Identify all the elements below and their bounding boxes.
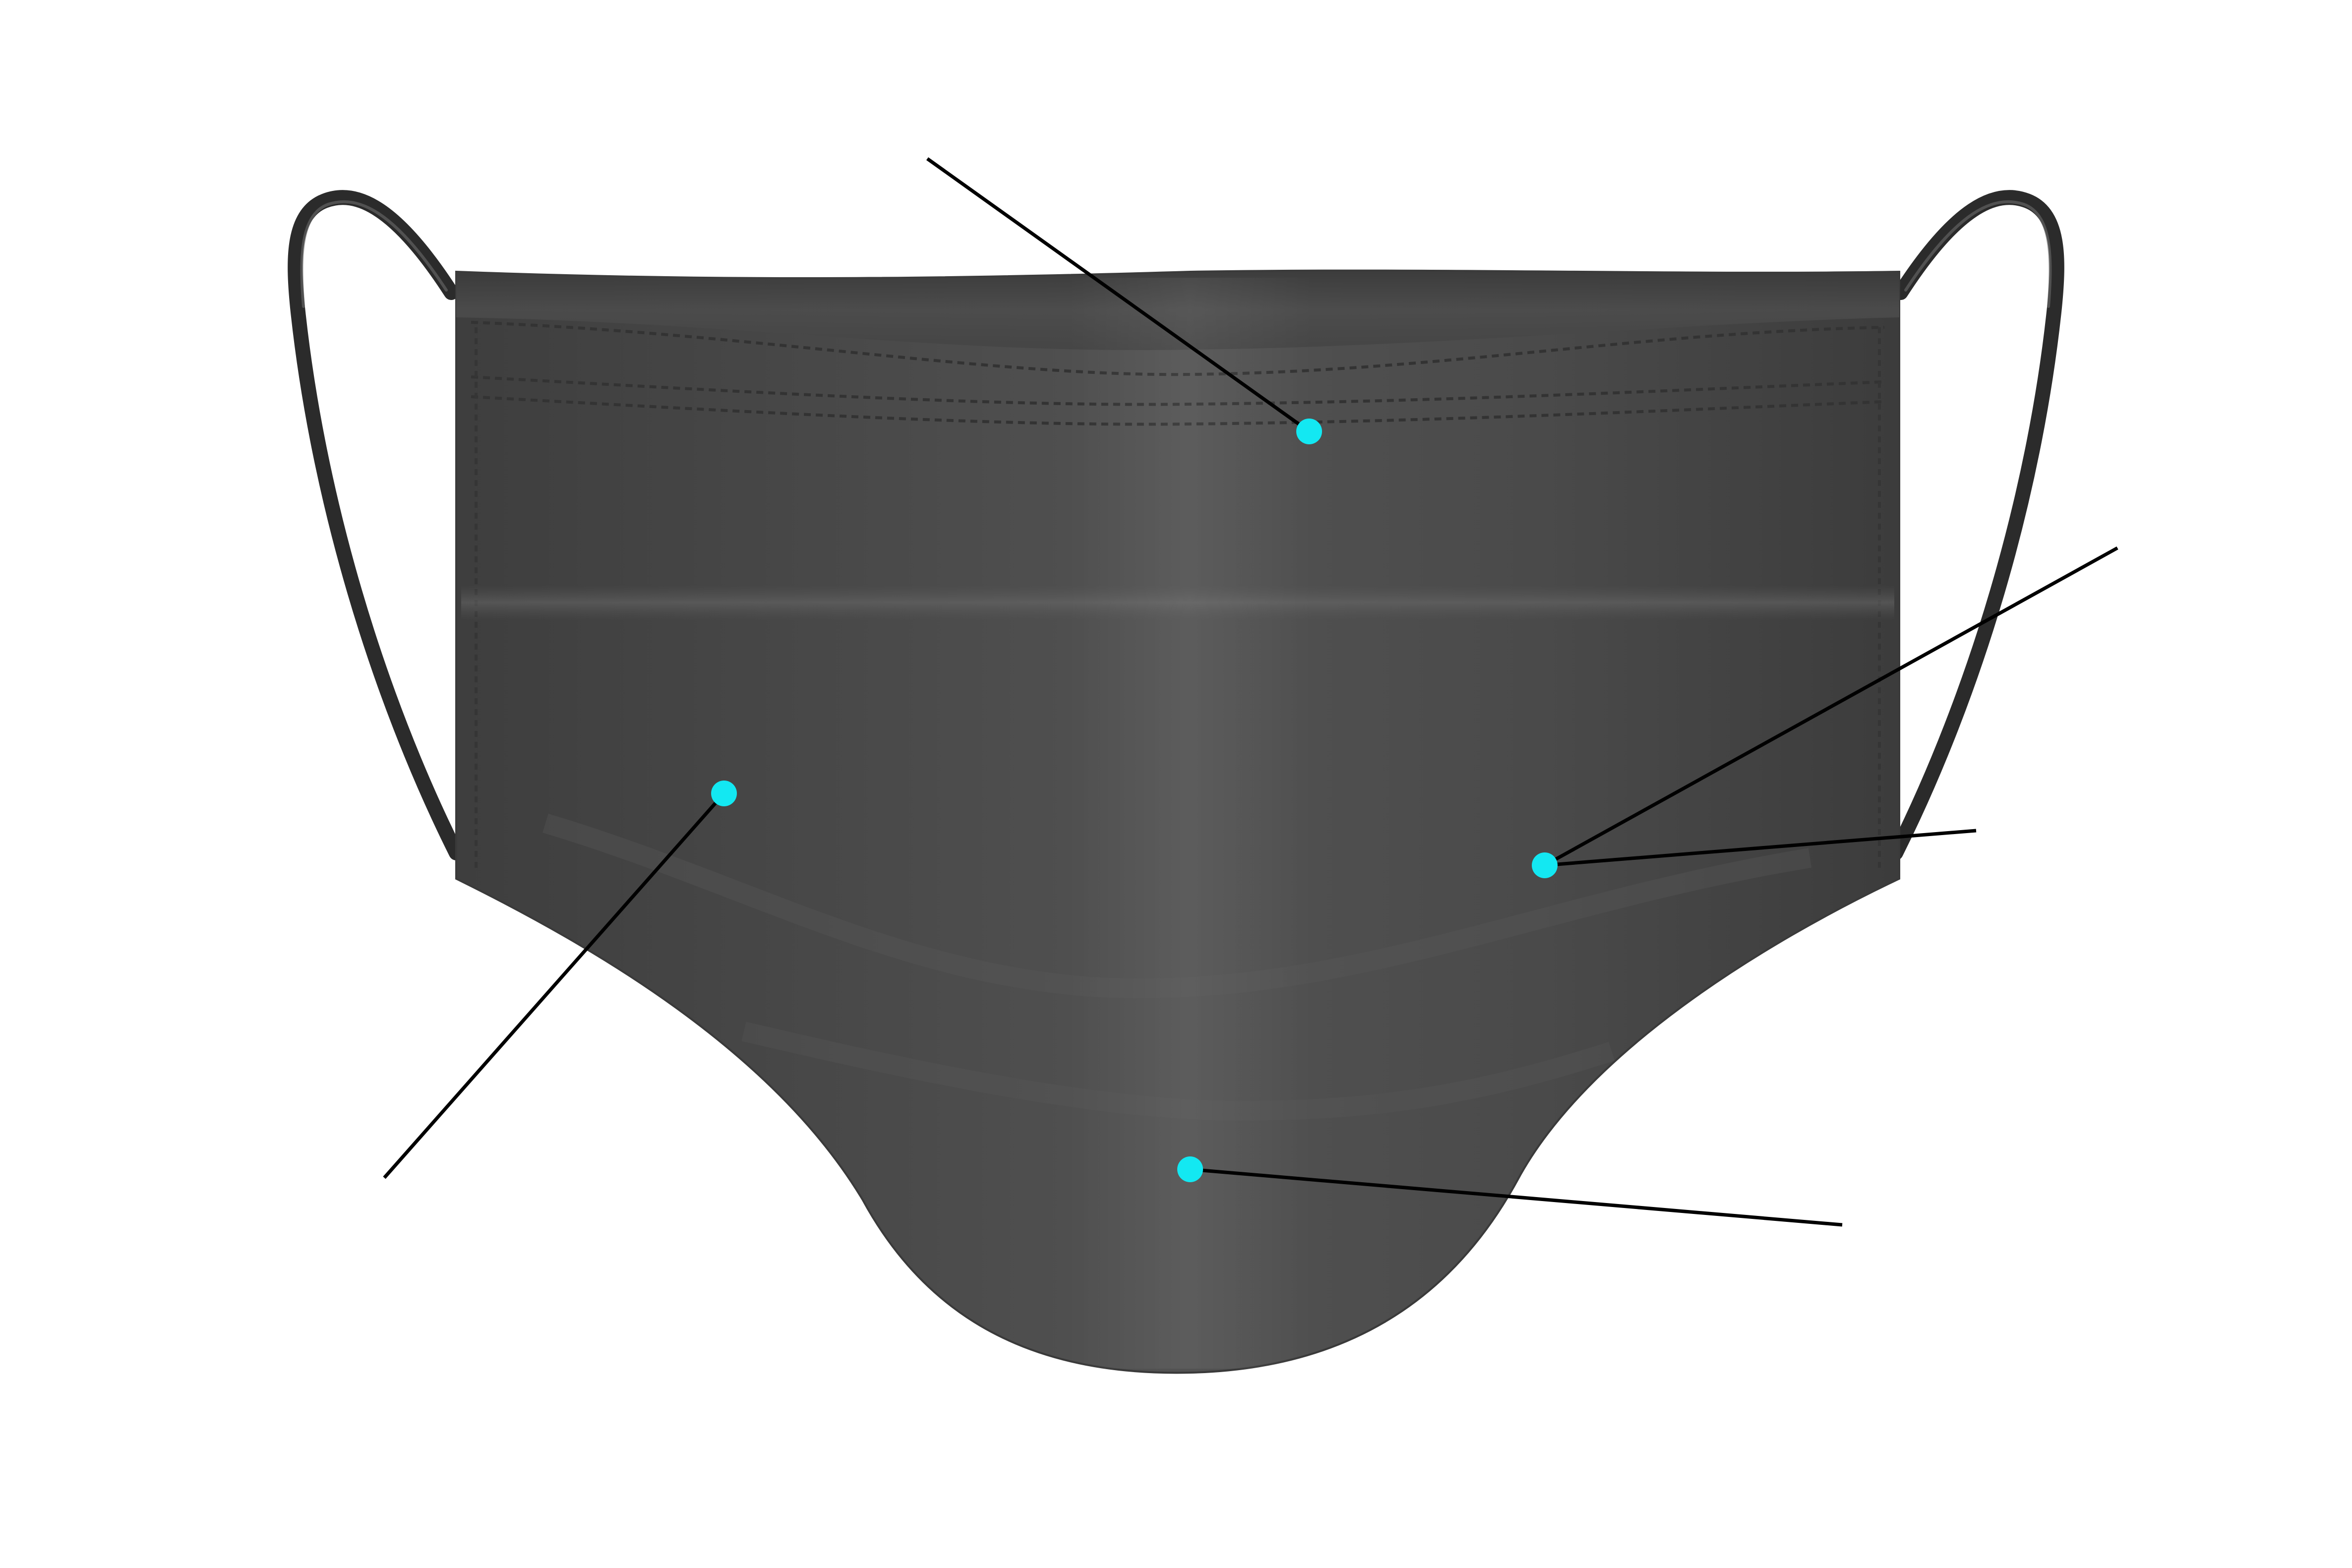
leader-line-right-panel-b (1544, 829, 1977, 867)
mask-body (455, 269, 1900, 1374)
ear-loop-left (288, 190, 464, 860)
marker-right-panel (1532, 852, 1558, 878)
callout-markers (711, 419, 1558, 1182)
leader-line-left-panel (383, 792, 725, 1179)
marker-chin (1177, 1156, 1203, 1182)
marker-left-panel (711, 781, 737, 806)
leader-line-top-center (926, 157, 1311, 433)
leader-lines (383, 157, 2118, 1227)
leader-line-right-panel-a (1544, 546, 2118, 867)
marker-top-center (1296, 419, 1322, 444)
leader-line-chin (1190, 1167, 1843, 1227)
ear-loop-right (1888, 190, 2064, 860)
